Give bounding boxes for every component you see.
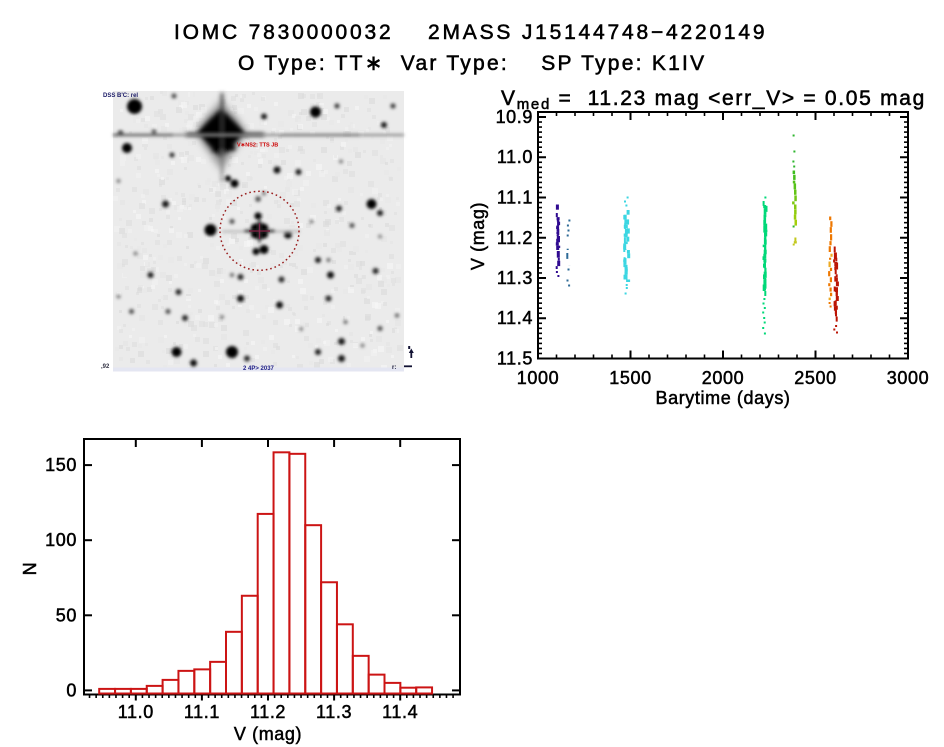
svg-text:2500: 2500 (794, 368, 836, 388)
svg-text:11.0: 11.0 (497, 147, 533, 167)
svg-text:11.1: 11.1 (184, 702, 220, 722)
svg-text:50: 50 (56, 605, 77, 625)
svg-text:11.4: 11.4 (382, 702, 418, 722)
svg-text:11.3: 11.3 (497, 268, 533, 288)
svg-text:11.5: 11.5 (497, 349, 533, 369)
svg-text:Barytime (days): Barytime (days) (655, 388, 790, 408)
svg-text:O Type: TT∗ Var Type: SP T: O Type: TT∗ Var Type: SP Type: K1IV (238, 52, 706, 75)
svg-text:11.3: 11.3 (316, 702, 352, 722)
svg-text:3000: 3000 (887, 368, 929, 388)
svg-text:11.2: 11.2 (497, 228, 533, 248)
svg-text:10.9: 10.9 (496, 107, 533, 127)
svg-text:V (mag): V (mag) (234, 724, 302, 744)
svg-text:,92: ,92 (101, 364, 110, 370)
svg-text:V (mag): V (mag) (468, 202, 488, 270)
svg-text:150: 150 (45, 455, 77, 475)
svg-text:0: 0 (66, 680, 77, 700)
svg-text:1000: 1000 (517, 368, 559, 388)
svg-text:Vmed = 11.23 mag <err_V> = 0.: Vmed = 11.23 mag <err_V> = 0.05 mag (501, 87, 926, 113)
svg-text:2000: 2000 (702, 368, 744, 388)
svg-text:IOMC 7830000032 2MASS J1514: IOMC 7830000032 2MASS J15144748−4220149 (174, 21, 767, 44)
svg-text:DSS B'C: rel: DSS B'C: rel (103, 93, 138, 99)
svg-text:11.4: 11.4 (497, 308, 533, 328)
svg-text:r:: r: (392, 365, 396, 371)
svg-text:11.0: 11.0 (118, 702, 154, 722)
svg-text:11.2: 11.2 (250, 702, 286, 722)
svg-text:V∗NS2: TTS JB: V∗NS2: TTS JB (237, 143, 278, 149)
svg-text:2 4P> 2037: 2 4P> 2037 (243, 366, 275, 372)
svg-text:100: 100 (45, 530, 77, 550)
svg-text:1500: 1500 (609, 368, 651, 388)
svg-text:N: N (20, 562, 40, 576)
svg-text:11.1: 11.1 (497, 188, 533, 208)
